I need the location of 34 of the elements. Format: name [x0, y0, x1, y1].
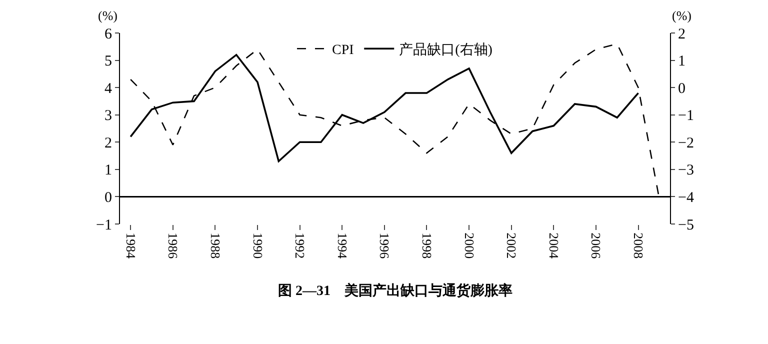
y-tick-label: 4 — [104, 80, 112, 97]
x-tick-label: 2000 — [462, 232, 477, 259]
text: 图 2—31 美国产出缺口与通货膨胀率 — [278, 282, 512, 299]
legend-label: CPI — [332, 43, 354, 58]
x-tick-label: 1990 — [250, 232, 266, 259]
y2-tick-label: −5 — [678, 217, 694, 234]
y-axis-title: (%) — [98, 8, 118, 23]
x-tick-label: 1996 — [377, 232, 392, 260]
x-tick-label: 1998 — [420, 232, 435, 259]
y2-tick-label: 2 — [678, 26, 686, 42]
x-tick-label: 2008 — [631, 232, 646, 259]
y2-tick-label: −1 — [678, 108, 694, 124]
legend-label: 产品缺口(右轴) — [399, 42, 493, 58]
y2-tick-label: −2 — [678, 135, 694, 152]
y2-tick-label: −4 — [678, 190, 694, 206]
x-tick-label: 1986 — [166, 232, 181, 260]
y-tick-label: 6 — [104, 26, 112, 42]
y-tick-label: 0 — [104, 190, 112, 206]
y-tick-label: −1 — [96, 217, 112, 234]
y2-tick-label: 1 — [678, 54, 686, 70]
x-tick-label: 1984 — [123, 232, 138, 260]
x-tick-label: 2006 — [588, 232, 604, 260]
y2-tick-label: −3 — [678, 162, 694, 179]
x-tick-label: 1988 — [208, 232, 223, 259]
y-tick-label: 3 — [104, 108, 112, 124]
x-tick-label: 1992 — [292, 232, 308, 259]
y-tick-label: 2 — [104, 135, 112, 152]
x-tick-label: 2002 — [504, 232, 520, 259]
y2-axis-title: (%) — [672, 8, 692, 23]
y-tick-label: 5 — [104, 54, 112, 70]
x-tick-label: 2004 — [546, 232, 562, 260]
y2-tick-label: 0 — [678, 80, 686, 97]
y-tick-label: 1 — [104, 162, 112, 179]
x-tick-label: 1994 — [334, 232, 350, 260]
